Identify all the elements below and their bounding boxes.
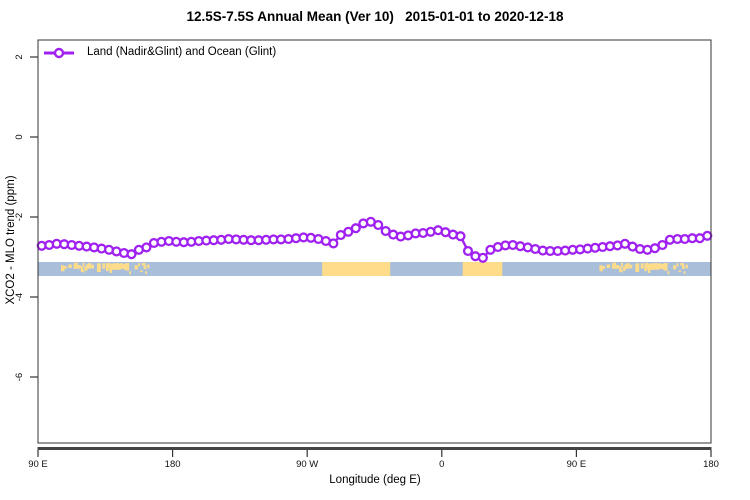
map-strip-land [680, 263, 684, 266]
map-strip-land [68, 264, 72, 268]
map-strip-land [615, 265, 620, 269]
data-point-marker [477, 252, 488, 263]
map-strip-land [619, 266, 622, 273]
map-strip-land [134, 265, 138, 270]
map-strip-land [601, 266, 605, 269]
map-strip-land [606, 264, 611, 268]
data-point-marker [455, 231, 466, 242]
y-tick-label: -6 [14, 373, 25, 381]
data-point-marker [328, 238, 339, 249]
data-point-marker [380, 225, 391, 237]
map-strip-land [88, 263, 92, 269]
map-strip-land [626, 263, 630, 269]
x-tick-label: 0 [439, 459, 444, 470]
x-tick-label: 90 E [28, 459, 48, 470]
x-tick-label: 180 [165, 459, 181, 470]
map-strip-land [80, 266, 84, 273]
map-strip-land [664, 263, 668, 271]
map-strip-land [105, 263, 109, 272]
data-point-marker [373, 219, 384, 231]
map-strip-land [116, 262, 119, 268]
map-strip-land [662, 263, 665, 270]
map-strip-land [621, 270, 623, 273]
map-strip-land [145, 271, 147, 274]
map-strip-land [109, 263, 112, 273]
legend-marker-icon [53, 47, 65, 59]
map-strip-land [125, 263, 130, 271]
y-tick-label: -4 [14, 293, 25, 301]
map-strip-land [62, 266, 67, 269]
map-strip-land [322, 262, 391, 276]
x-axis-line [37, 447, 712, 450]
map-strip-land [599, 265, 603, 272]
map-strip-land [129, 271, 131, 275]
map-strip-land [640, 263, 644, 269]
data-point-marker [141, 242, 152, 253]
chart-title: 12.5S-7.5S Annual Mean (Ver 10) 2015-01-… [186, 9, 564, 24]
map-strip-land [682, 265, 685, 269]
map-strip-land [673, 265, 677, 270]
map-strip-land [678, 270, 682, 273]
map-strip-land [122, 263, 125, 269]
map-strip-land [683, 271, 686, 274]
map-strip-land [82, 262, 85, 267]
map-strip-land [123, 263, 127, 270]
map-strip-land [667, 271, 670, 275]
data-point-marker [462, 245, 474, 257]
map-strip-land [82, 270, 85, 273]
data-point-marker [126, 249, 137, 260]
map-strip-land [141, 263, 146, 266]
y-axis-title: XCO2 - MLO trend (ppm) [5, 175, 17, 305]
map-strip-land [462, 262, 503, 276]
legend-label: Land (Nadir&Glint) and Ocean (Glint) [87, 46, 277, 58]
y-tick-label: 2 [14, 54, 25, 59]
map-strip-land [647, 263, 651, 273]
x-axis-title: Longitude (deg E) [329, 474, 421, 486]
map-strip-land [120, 263, 123, 269]
map-strip-land [98, 263, 101, 269]
map-strip-land [655, 262, 658, 268]
data-point-marker [702, 230, 713, 241]
map-strip-land [75, 262, 78, 267]
map-strip-land [102, 263, 106, 269]
map-strip-land [61, 265, 65, 272]
data-point-marker [343, 226, 354, 237]
plot-box [37, 39, 712, 444]
map-strip-land [147, 264, 150, 269]
map-strip-land [140, 270, 143, 273]
map-strip-land [646, 262, 649, 269]
data-point-marker [657, 239, 668, 251]
map-strip-land [656, 263, 660, 270]
map-strip-land [138, 263, 140, 267]
y-tick-label: 0 [14, 134, 25, 139]
x-tick-label: 180 [703, 459, 719, 470]
map-strip-land [676, 263, 679, 267]
map-strip-land [143, 265, 147, 269]
map-strip-land [660, 263, 663, 269]
map-strip-land [91, 264, 94, 269]
map-strip-land [77, 265, 81, 269]
map-strip-land [613, 262, 616, 267]
map-strip-land [107, 262, 110, 269]
map-strip-land [624, 264, 627, 269]
y-tick-label: -2 [14, 213, 25, 221]
map-strip-land [84, 266, 88, 271]
map-strip-land [113, 263, 117, 269]
x-tick-label: 90 E [567, 459, 587, 470]
map-strip-land [622, 266, 626, 271]
map-strip-land [629, 264, 633, 269]
map-strip-land [118, 263, 121, 270]
map-strip-land [637, 263, 640, 269]
x-tick-label: 90 W [296, 459, 318, 470]
map-strip-land [621, 262, 623, 267]
map-strip-land [644, 263, 648, 272]
map-strip-land [86, 264, 89, 269]
map-strip-land [658, 263, 661, 269]
data-point-marker [350, 223, 361, 234]
map-strip-land [685, 264, 688, 269]
